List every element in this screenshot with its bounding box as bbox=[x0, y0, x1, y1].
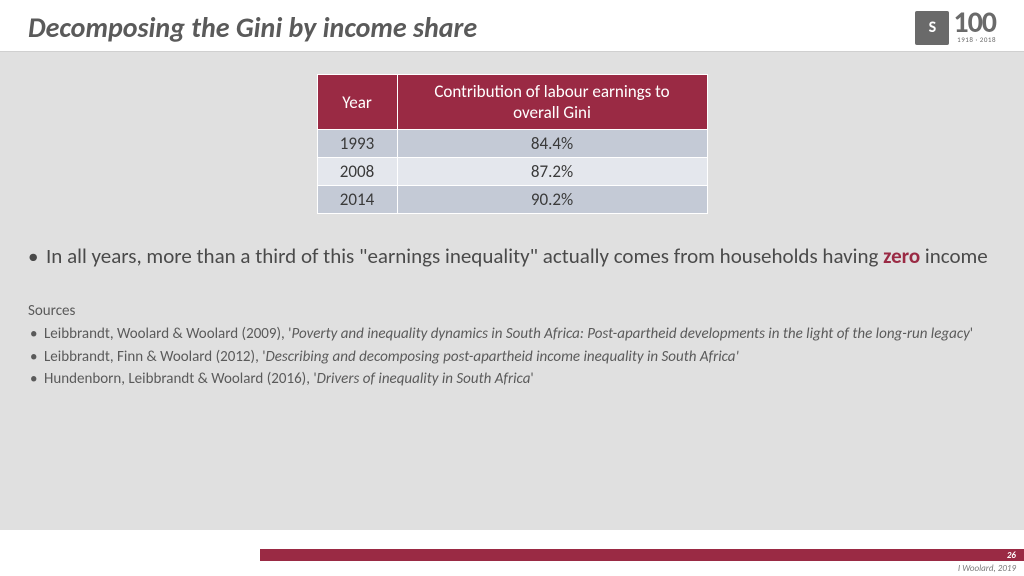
table-row: 2008 87.2% bbox=[317, 158, 707, 186]
footer-attribution: I Woolard, 2019 bbox=[0, 561, 1024, 576]
source-title: Poverty and inequality dynamics in South… bbox=[292, 325, 970, 343]
cell-value: 87.2% bbox=[397, 158, 707, 186]
logo-text-block: 100 1918 · 2018 bbox=[953, 11, 996, 44]
sources-heading: Sources bbox=[28, 302, 996, 320]
logo-badge-icon: S bbox=[915, 11, 949, 45]
source-authors: Leibbrandt, Woolard & Woolard (2009), ' bbox=[44, 325, 292, 343]
slide-body: Year Contribution of labour earnings to … bbox=[0, 52, 1024, 530]
source-authors: Hundenborn, Leibbrandt & Woolard (2016),… bbox=[44, 370, 317, 388]
slide-header: Decomposing the Gini by income share S 1… bbox=[0, 0, 1024, 52]
bullet-highlight: zero bbox=[883, 243, 920, 269]
source-item: Hundenborn, Leibbrandt & Woolard (2016),… bbox=[28, 369, 996, 389]
logo-hundred: 100 bbox=[953, 11, 996, 35]
source-tail: ' bbox=[530, 370, 533, 388]
source-authors: Leibbrandt, Finn & Woolard (2012), ' bbox=[44, 348, 266, 366]
source-item: Leibbrandt, Finn & Woolard (2012), 'Desc… bbox=[28, 347, 996, 367]
source-item: Leibbrandt, Woolard & Woolard (2009), 'P… bbox=[28, 324, 996, 344]
footer-accent-bar: 26 bbox=[260, 549, 1024, 561]
cell-year: 2008 bbox=[317, 158, 397, 186]
table-row: 1993 84.4% bbox=[317, 130, 707, 158]
gini-table: Year Contribution of labour earnings to … bbox=[317, 74, 708, 214]
col-header-contribution: Contribution of labour earnings to overa… bbox=[397, 75, 707, 130]
source-title: Describing and decomposing post-aparthei… bbox=[266, 348, 739, 366]
cell-year: 1993 bbox=[317, 130, 397, 158]
logo-years: 1918 · 2018 bbox=[953, 35, 996, 44]
institution-logo: S 100 1918 · 2018 bbox=[915, 11, 996, 45]
source-tail: ' bbox=[970, 325, 973, 343]
source-title: Drivers of inequality in South Africa bbox=[317, 370, 531, 388]
bullet-text-post: income bbox=[920, 243, 988, 269]
slide-title: Decomposing the Gini by income share bbox=[28, 10, 477, 45]
table-row: 2014 90.2% bbox=[317, 186, 707, 214]
cell-year: 2014 bbox=[317, 186, 397, 214]
cell-value: 90.2% bbox=[397, 186, 707, 214]
slide-footer: 26 I Woolard, 2019 bbox=[0, 549, 1024, 576]
cell-value: 84.4% bbox=[397, 130, 707, 158]
col-header-year: Year bbox=[317, 75, 397, 130]
main-bullet: In all years, more than a third of this … bbox=[28, 242, 996, 270]
table-header-row: Year Contribution of labour earnings to … bbox=[317, 75, 707, 130]
bullet-text-pre: In all years, more than a third of this … bbox=[46, 243, 883, 269]
gini-table-container: Year Contribution of labour earnings to … bbox=[28, 74, 996, 214]
page-number: 26 bbox=[1007, 550, 1016, 561]
